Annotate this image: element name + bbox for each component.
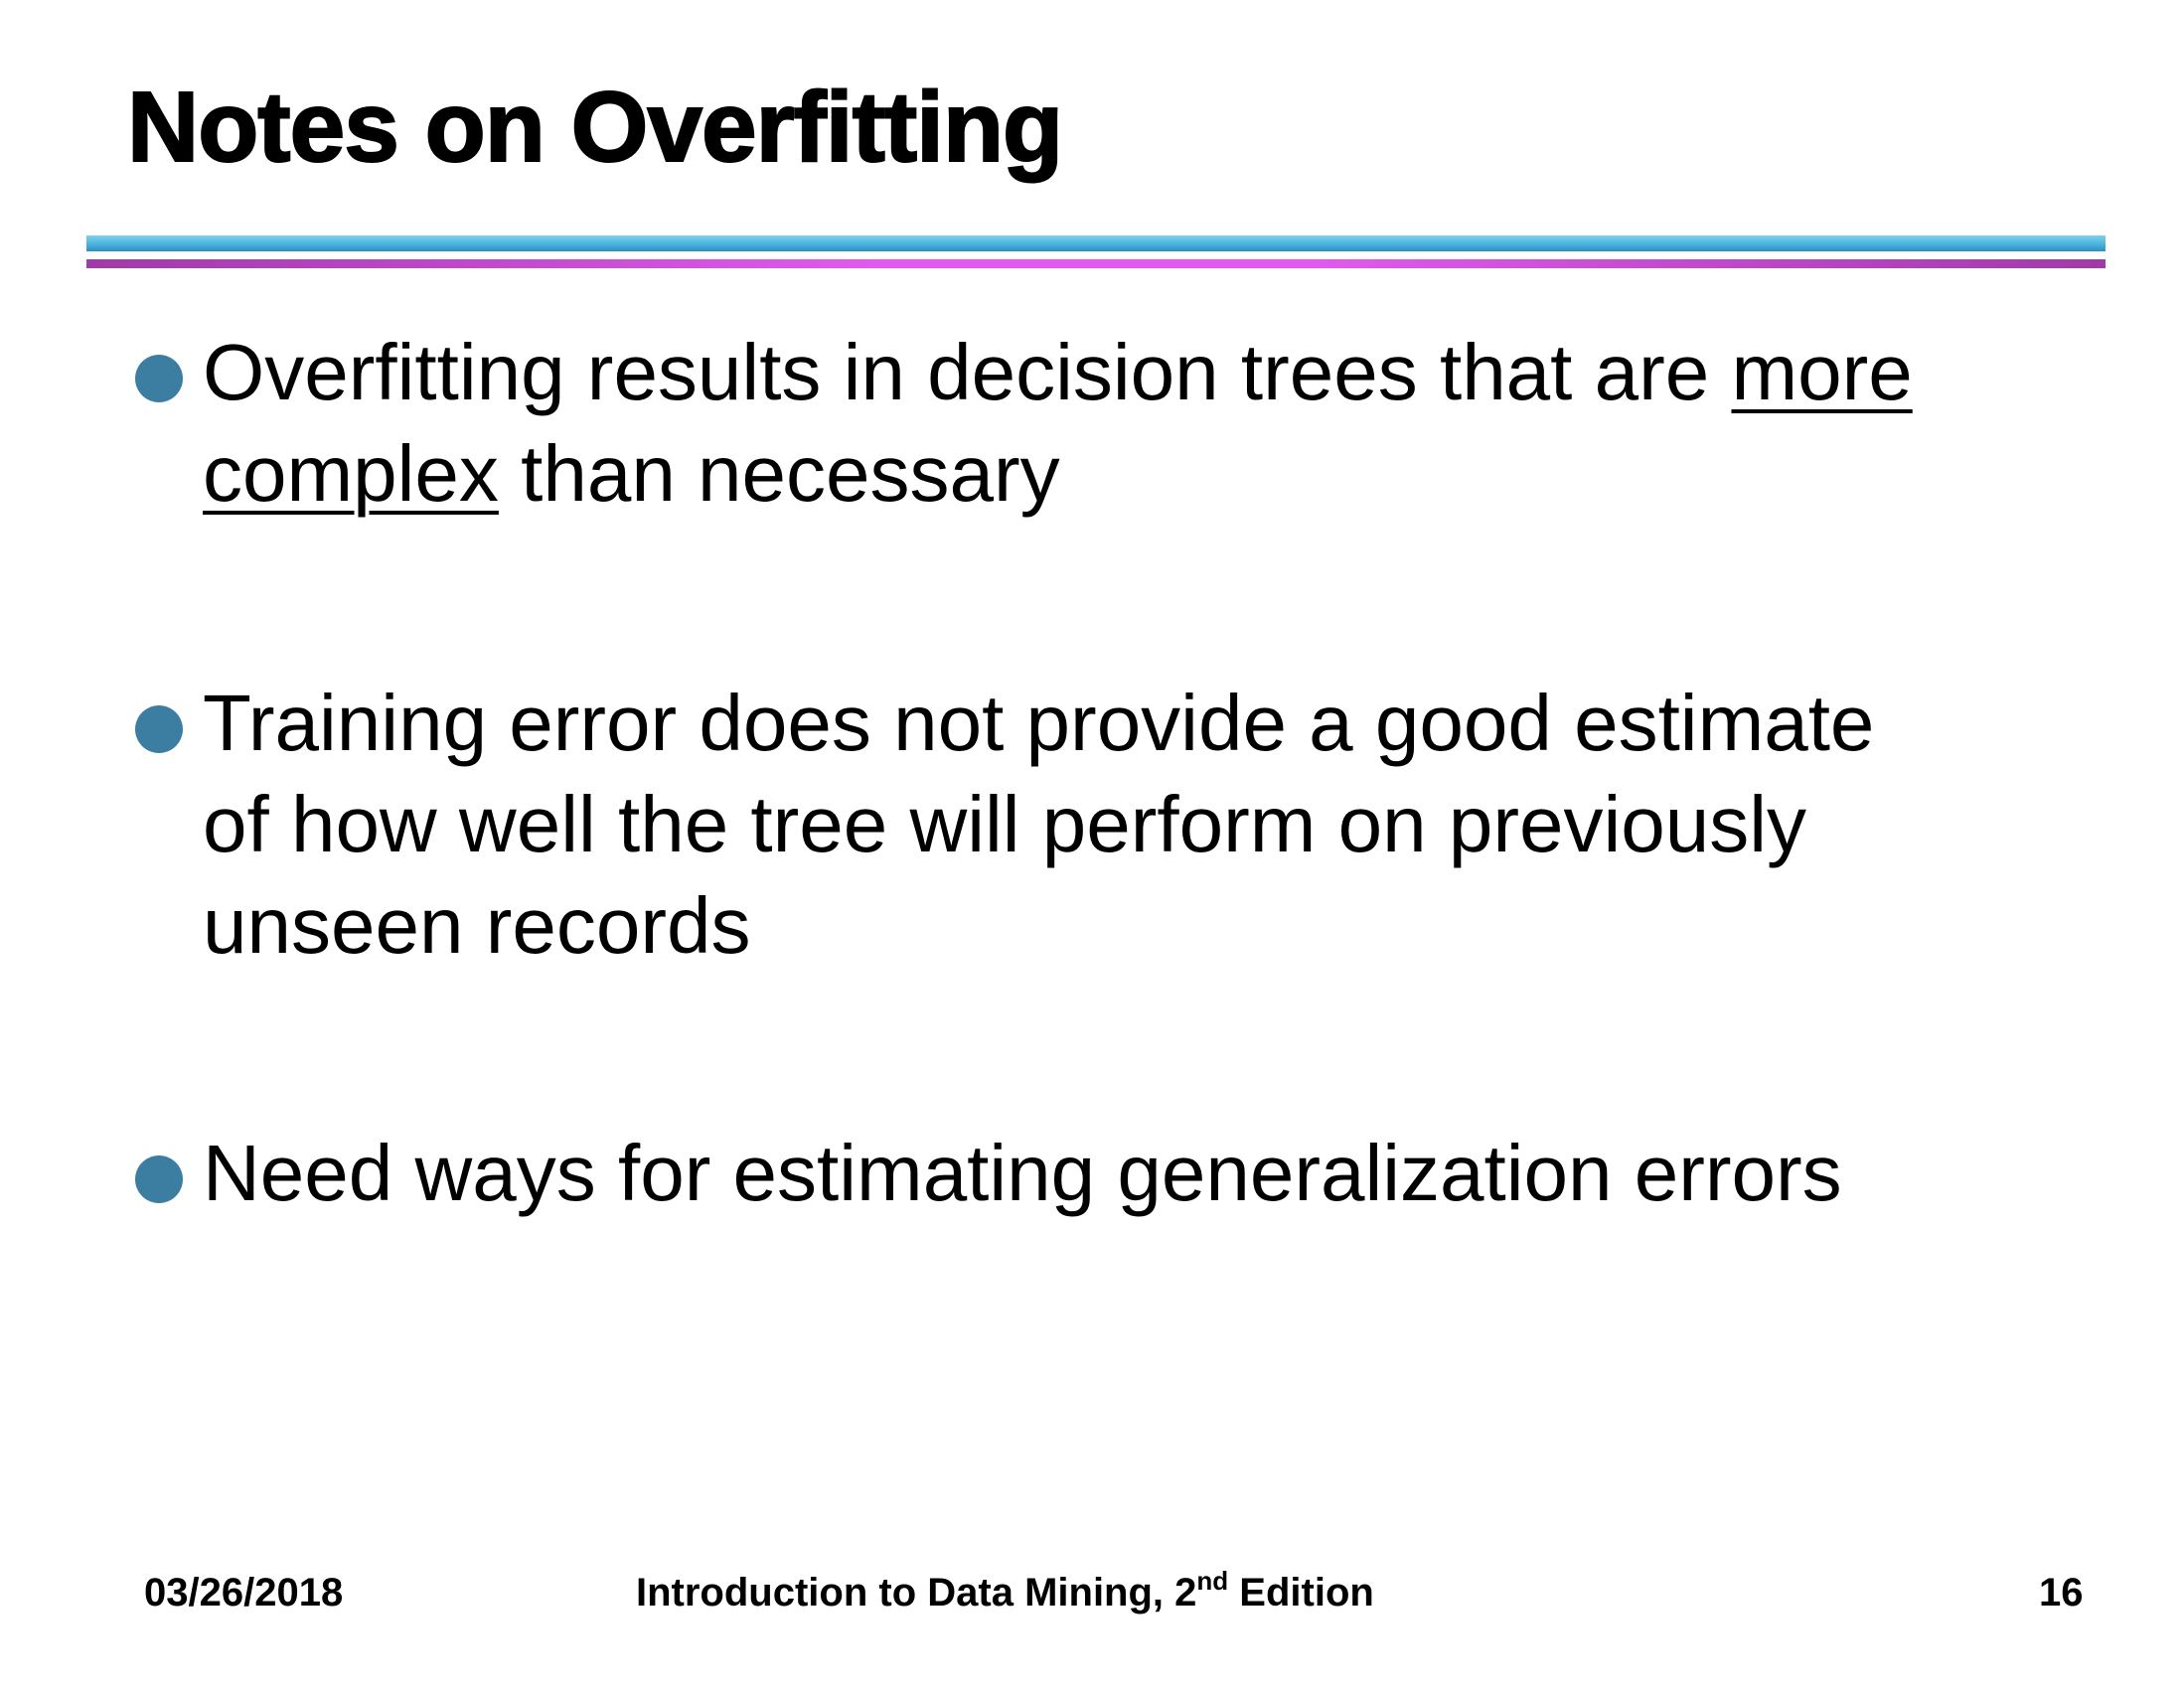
underlined-text: more bbox=[1731, 328, 1913, 416]
title-rule-magenta bbox=[86, 259, 2106, 268]
bullet-2-line-3: unseen records bbox=[203, 881, 751, 970]
title-rule-blue bbox=[86, 235, 2106, 251]
footer-page-number: 16 bbox=[2039, 1571, 2084, 1614]
underlined-text: complex bbox=[203, 429, 499, 518]
footer-date: 03/26/2018 bbox=[144, 1571, 344, 1614]
bullet-1-line-2: complex than necessary bbox=[203, 429, 1060, 518]
slide-title: Notes on Overfitting bbox=[126, 72, 1064, 183]
footer-book-title: Introduction to Data Mining, 2nd Edition bbox=[636, 1566, 1374, 1614]
bullet-dot-icon bbox=[135, 1155, 183, 1203]
bullet-text-3: Need ways for estimating generalization … bbox=[203, 1123, 2091, 1224]
bullet-2-line-1: Training error does not provide a good e… bbox=[203, 679, 1875, 767]
bullet-dot-icon bbox=[135, 705, 183, 753]
bullet-text-1: Overfitting results in decision trees th… bbox=[203, 322, 2091, 525]
bullet-2-line-2: of how well the tree will perform on pre… bbox=[203, 780, 1807, 868]
bullet-dot-icon bbox=[135, 355, 183, 402]
bullet-text-2: Training error does not provide a good e… bbox=[203, 673, 2091, 977]
bullet-3-line-1: Need ways for estimating generalization … bbox=[203, 1129, 1842, 1217]
bullet-1-line-1: Overfitting results in decision trees th… bbox=[203, 328, 1913, 416]
